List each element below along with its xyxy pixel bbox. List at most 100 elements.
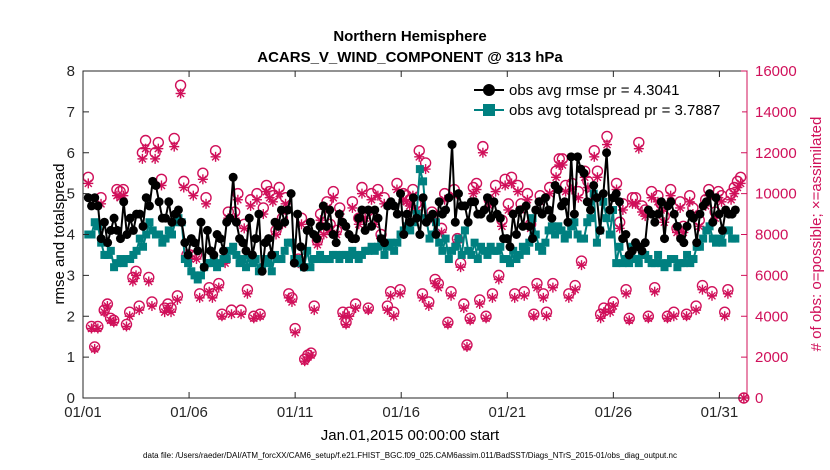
spread-point — [402, 222, 411, 231]
rmse-point — [656, 197, 666, 207]
spread-point — [657, 259, 666, 268]
rmse-point — [341, 221, 351, 231]
spread-point — [261, 255, 270, 264]
rmse-point — [164, 197, 174, 207]
rmse-point — [589, 180, 599, 190]
obs-assimilated-point — [274, 188, 285, 199]
obs-assimilated-point — [417, 292, 428, 303]
obs-assimilated-point — [706, 290, 717, 301]
rmse-point — [135, 209, 145, 219]
rmse-point — [563, 217, 573, 227]
spread-point — [567, 222, 576, 231]
spread-point — [660, 263, 669, 272]
obs-assimilated-point — [150, 153, 161, 164]
spread-point — [444, 255, 453, 264]
obs-assimilated-point — [255, 311, 266, 322]
rmse-point — [408, 193, 418, 203]
rmse-point — [289, 258, 299, 268]
rmse-point — [508, 209, 518, 219]
obs-assimilated-point — [341, 319, 352, 330]
obs-assimilated-point — [121, 321, 132, 332]
spread-point — [110, 263, 119, 272]
rmse-point — [585, 205, 595, 215]
spread-point — [670, 255, 679, 264]
rmse-point — [379, 238, 389, 248]
rmse-point — [528, 234, 538, 244]
spread-point — [695, 242, 704, 251]
rmse-point — [701, 197, 711, 207]
rmse-point — [112, 225, 122, 235]
spread-point — [502, 255, 511, 264]
rmse-point — [392, 209, 402, 219]
rmse-point — [305, 217, 315, 227]
rmse-point — [502, 234, 512, 244]
rmse-point — [460, 201, 470, 211]
spread-point — [589, 189, 598, 198]
spread-point — [148, 226, 157, 235]
rmse-point — [125, 213, 135, 223]
rmse-point — [592, 193, 602, 203]
obs-assimilated-point — [175, 88, 186, 99]
spread-point — [325, 255, 334, 264]
rmse-point — [167, 217, 177, 227]
obs-assimilated-point — [347, 202, 358, 213]
spread-point — [686, 259, 695, 268]
rmse-point — [199, 262, 209, 272]
spread-point — [419, 177, 428, 186]
rmse-point — [431, 230, 441, 239]
rmse-point — [441, 205, 451, 215]
rmse-point — [128, 225, 138, 235]
x-axis-label: Jan.01,2015 00:00:00 start — [321, 427, 500, 444]
rmse-point — [579, 168, 589, 178]
obs-assimilated-point — [474, 298, 485, 309]
rmse-point — [672, 221, 682, 231]
spread-point — [93, 222, 102, 231]
obs-assimilated-point — [719, 311, 730, 322]
y-tick-label-left: 5 — [67, 186, 75, 203]
rmse-point — [247, 250, 257, 260]
spread-point — [113, 259, 122, 268]
spread-point — [528, 214, 537, 223]
rmse-point — [544, 205, 554, 215]
spread-point — [544, 226, 553, 235]
spread-point — [724, 226, 733, 235]
rmse-point — [225, 213, 235, 223]
obs-assimilated-point — [519, 290, 530, 301]
rmse-point — [238, 238, 248, 248]
spread-point — [515, 250, 524, 259]
spread-point — [348, 246, 357, 255]
spread-point — [103, 250, 112, 259]
spread-point — [213, 263, 222, 272]
obs-assimilated-point — [458, 303, 469, 314]
spread-point — [87, 230, 96, 239]
spread-point — [518, 242, 527, 251]
legend: obs avg rmse pr = 4.3041 obs avg totalsp… — [470, 79, 742, 123]
spread-point — [367, 242, 376, 251]
obs-assimilated-point — [512, 186, 523, 197]
obs-assimilated-point — [213, 282, 224, 293]
rmse-point — [244, 213, 254, 223]
spread-point — [699, 234, 708, 243]
rmse-point — [595, 225, 605, 235]
spread-point — [351, 250, 360, 259]
rmse-point — [598, 189, 608, 199]
spread-point — [354, 255, 363, 264]
obs-assimilated-point — [722, 288, 733, 299]
rmse-point — [405, 217, 415, 227]
obs-assimilated-point — [608, 301, 619, 312]
obs-assimilated-point — [134, 305, 145, 316]
y-tick-label-left: 7 — [67, 104, 75, 121]
rmse-point — [537, 209, 547, 219]
spread-point — [702, 226, 711, 235]
rmse-point — [228, 172, 238, 182]
spread-point — [193, 275, 202, 284]
spread-point — [451, 242, 460, 251]
spread-point — [119, 259, 128, 268]
rmse-point — [154, 197, 164, 207]
rmse-point — [83, 193, 93, 203]
legend-rmse-label: obs avg rmse pr = 4.3041 — [509, 82, 680, 99]
spread-point — [161, 234, 170, 243]
rmse-point — [534, 197, 544, 207]
legend-spread-marker — [483, 104, 495, 116]
rmse-point — [730, 205, 740, 215]
